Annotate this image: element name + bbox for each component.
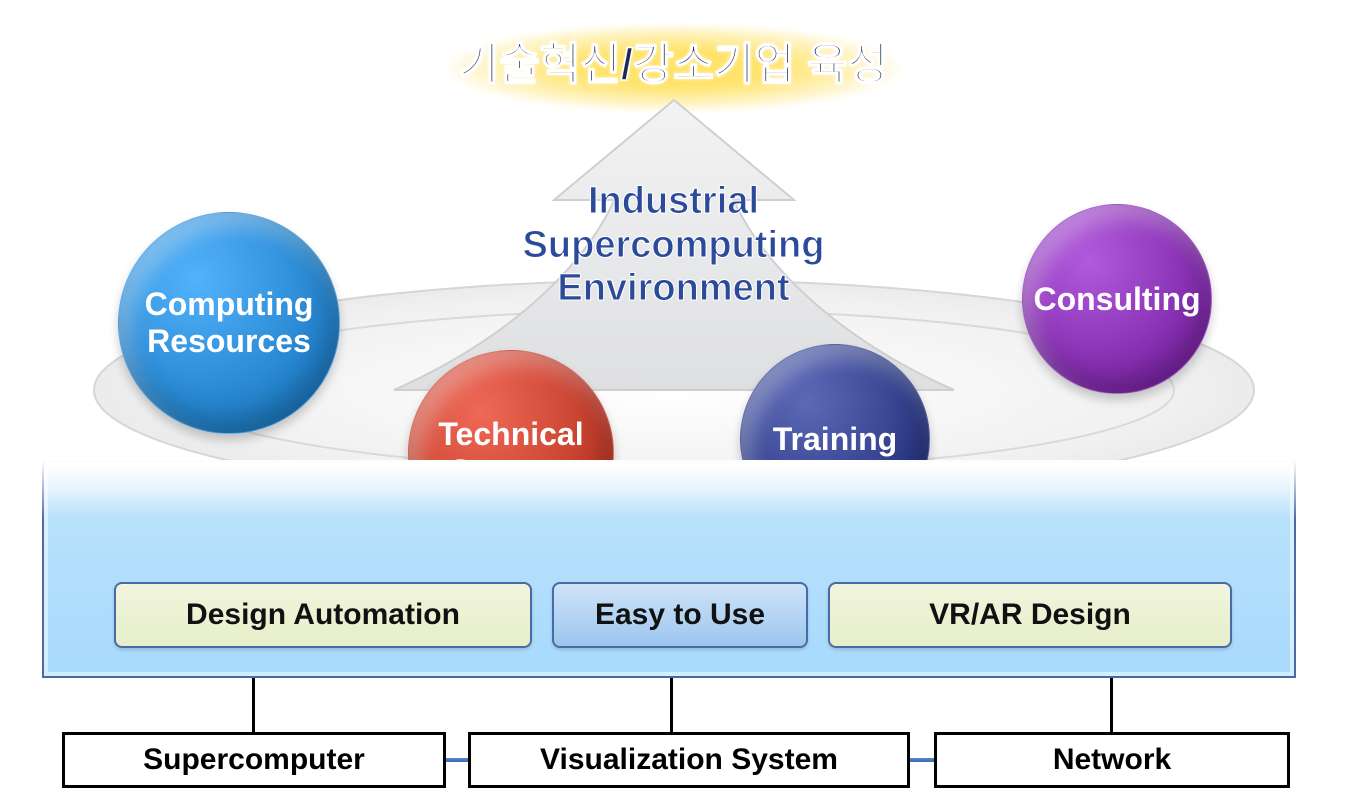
circle-consulting: Consulting bbox=[1022, 204, 1212, 394]
feature-vrar-design: VR/AR Design bbox=[828, 582, 1232, 648]
circle-computing: ComputingResources bbox=[118, 212, 340, 434]
center-title: Industrial Supercomputing Environment bbox=[523, 180, 825, 311]
center-title-line2: Supercomputing bbox=[523, 224, 825, 268]
feature-easy-to-use: Easy to Use bbox=[552, 582, 808, 648]
center-title-line3: Environment bbox=[523, 267, 825, 311]
circle-label: ComputingResources bbox=[145, 286, 314, 360]
connector-vline bbox=[1110, 678, 1113, 733]
feature-design-automation: Design Automation bbox=[114, 582, 532, 648]
feature-platform: Design Automation Easy to Use VR/AR Design bbox=[42, 460, 1296, 678]
connector-hline bbox=[446, 758, 468, 762]
headline-text: 기술혁신/강소기업 육성 bbox=[459, 28, 888, 92]
center-title-line1: Industrial bbox=[523, 180, 825, 224]
connector-hline bbox=[910, 758, 934, 762]
circle-label: Training bbox=[773, 421, 897, 458]
infra-visualization: Visualization System bbox=[468, 732, 910, 788]
circle-label: Consulting bbox=[1033, 281, 1200, 318]
infra-network: Network bbox=[934, 732, 1290, 788]
connector-vline bbox=[252, 678, 255, 733]
connector-vline bbox=[670, 678, 673, 733]
infra-supercomputer: Supercomputer bbox=[62, 732, 446, 788]
diagram-canvas: 기술혁신/강소기업 육성 Industrial Supe bbox=[0, 0, 1347, 806]
